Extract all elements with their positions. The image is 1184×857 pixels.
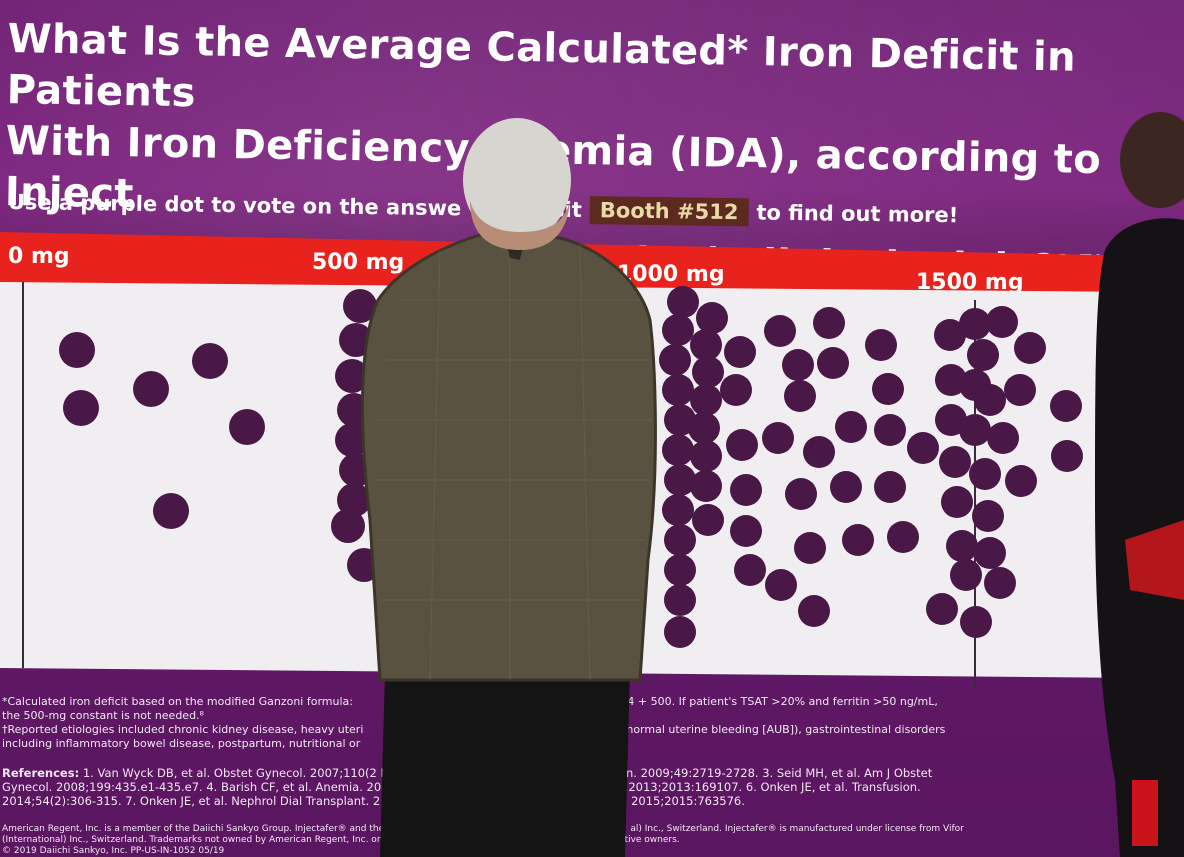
scale-label-1000: 1000 mg [617, 262, 725, 287]
legal-block: American Regent, Inc. is a member of the… [2, 824, 964, 856]
scale-label-500: 500 mg [312, 250, 405, 275]
board-gridline [974, 300, 976, 686]
board-gridline [22, 282, 24, 668]
footnote-block: *Calculated iron deficit based on the mo… [2, 695, 946, 750]
scale-label-0: 0 mg [8, 244, 70, 269]
references-block: References: 1. Van Wyck DB, et al. Obste… [2, 766, 933, 808]
